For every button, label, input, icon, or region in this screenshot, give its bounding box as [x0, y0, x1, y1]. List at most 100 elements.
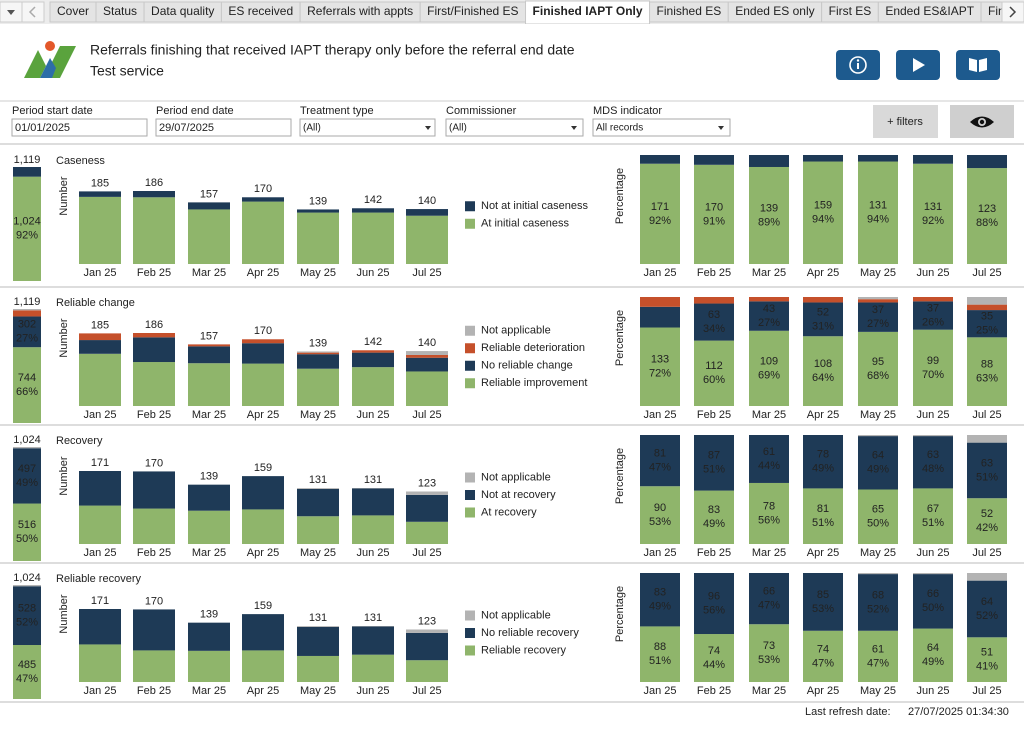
tab-label: Finished IAPT Only: [533, 4, 643, 18]
percent-segment: [967, 337, 1007, 406]
x-tick-label: Jan 25: [83, 409, 116, 421]
tab[interactable]: Referrals with appts: [299, 1, 421, 23]
percent-segment: [967, 573, 1007, 581]
bar-total-label: 170: [145, 457, 163, 469]
x-tick-label: Jun 25: [356, 409, 389, 421]
legend-label: Not applicable: [481, 609, 551, 621]
percent-segment: [694, 573, 734, 635]
bar-segment: [352, 654, 394, 682]
tab[interactable]: Finished IAPT Only: [525, 0, 651, 24]
segment-count-label: 133: [651, 354, 669, 366]
tab[interactable]: Cover: [49, 1, 97, 23]
segment-percent-label: 92%: [922, 215, 944, 227]
visibility-button[interactable]: [950, 105, 1014, 138]
bar-segment: [79, 471, 121, 506]
tab[interactable]: First/Finished ES: [419, 1, 527, 23]
legend-swatch: [465, 343, 475, 354]
percent-segment: [913, 574, 953, 629]
segment-count-label: 63: [981, 457, 993, 469]
bar-segment: [297, 352, 339, 355]
tab[interactable]: Status: [95, 1, 145, 23]
guide-button[interactable]: [956, 50, 1000, 80]
x-tick-label: Jun 25: [916, 409, 949, 421]
bar-total-label: 171: [91, 595, 109, 607]
x-tick-label: Jul 25: [972, 267, 1001, 279]
bar-segment: [352, 212, 394, 264]
percent-segment: [913, 435, 953, 437]
segment-percent-label: 88%: [976, 217, 998, 229]
tab[interactable]: Finished ES: [649, 1, 729, 23]
segment-percent-label: 63%: [976, 373, 998, 385]
filter-input[interactable]: [299, 118, 436, 137]
x-tick-label: Jun 25: [916, 547, 949, 559]
tab-label: First/Finished ES: [427, 4, 518, 18]
segment-count-label: 139: [760, 202, 778, 214]
percent-segment: [640, 327, 680, 406]
segment-count-label: 131: [924, 201, 942, 213]
segment-percent-label: 56%: [758, 514, 780, 526]
overall-segment: [13, 586, 41, 646]
segment-percent-label: 42%: [976, 522, 998, 534]
filter-value: 29/07/2025: [159, 122, 214, 134]
overall-count-label: 516: [18, 519, 36, 531]
x-tick-label: Apr 25: [247, 547, 279, 559]
overall-segment: [13, 167, 41, 177]
filter-input[interactable]: [592, 118, 731, 137]
bar-total-label: 142: [364, 194, 382, 206]
tab[interactable]: First ES: [821, 1, 879, 23]
percent-segment: [749, 297, 789, 302]
more-filters-button[interactable]: + filters: [873, 105, 938, 138]
info-button[interactable]: [836, 50, 880, 80]
overall-total-label: 1,119: [14, 154, 41, 166]
x-tick-label: Apr 25: [807, 685, 839, 697]
filter-input[interactable]: [11, 118, 148, 137]
tab-nav-prev[interactable]: [21, 1, 45, 23]
segment-count-label: 83: [654, 587, 666, 599]
segment-percent-label: 27%: [867, 318, 889, 330]
tab[interactable]: Ended ES&IAPT: [877, 1, 982, 23]
overall-percent-label: 50%: [16, 533, 38, 545]
segment-count-label: 112: [705, 360, 723, 372]
tab[interactable]: Fin: [980, 1, 1012, 23]
bar-segment: [406, 521, 448, 544]
x-tick-label: Apr 25: [807, 267, 839, 279]
bar-segment: [79, 340, 121, 354]
segment-count-label: 52: [981, 508, 993, 520]
x-tick-label: May 25: [860, 267, 896, 279]
percent-segment: [749, 624, 789, 682]
bar-total-label: 170: [254, 325, 272, 337]
bar-segment: [352, 367, 394, 406]
percent-segment: [694, 490, 734, 544]
tab-nav-next[interactable]: [1001, 1, 1024, 23]
filter-value: All records: [596, 123, 643, 134]
segment-count-label: 43: [763, 303, 775, 315]
x-tick-label: Jan 25: [83, 267, 116, 279]
tab[interactable]: Data quality: [143, 1, 222, 23]
overall-segment: [13, 447, 41, 449]
bar-segment: [297, 655, 339, 682]
legend-label: Not at recovery: [481, 489, 556, 501]
bar-total-label: 142: [364, 336, 382, 348]
x-tick-label: Mar 25: [192, 685, 226, 697]
tab-nav-menu[interactable]: [0, 1, 23, 23]
segment-count-label: 61: [763, 446, 775, 458]
chart-section: Reliable change 1,119 744 66% 302 27% Number 18…: [13, 296, 1007, 423]
tab[interactable]: ES received: [220, 1, 301, 23]
overall-percent-label: 47%: [16, 673, 38, 685]
filter-label: Period start date: [12, 105, 93, 117]
x-tick-label: Jun 25: [356, 685, 389, 697]
bar-segment: [188, 510, 230, 544]
bar-segment: [242, 509, 284, 544]
legend-swatch: [465, 490, 475, 500]
segment-count-label: 159: [814, 200, 832, 212]
section-title: Reliable recovery: [56, 573, 141, 585]
play-button[interactable]: [896, 50, 940, 80]
filter-input[interactable]: [445, 118, 584, 137]
bar-segment: [352, 208, 394, 213]
filter-input[interactable]: [155, 118, 292, 137]
tab[interactable]: Ended ES only: [727, 1, 823, 23]
percent-segment: [749, 166, 789, 264]
segment-percent-label: 41%: [976, 661, 998, 673]
y-axis-label: Percentage: [614, 448, 626, 504]
tab-label: Ended ES only: [735, 4, 814, 18]
